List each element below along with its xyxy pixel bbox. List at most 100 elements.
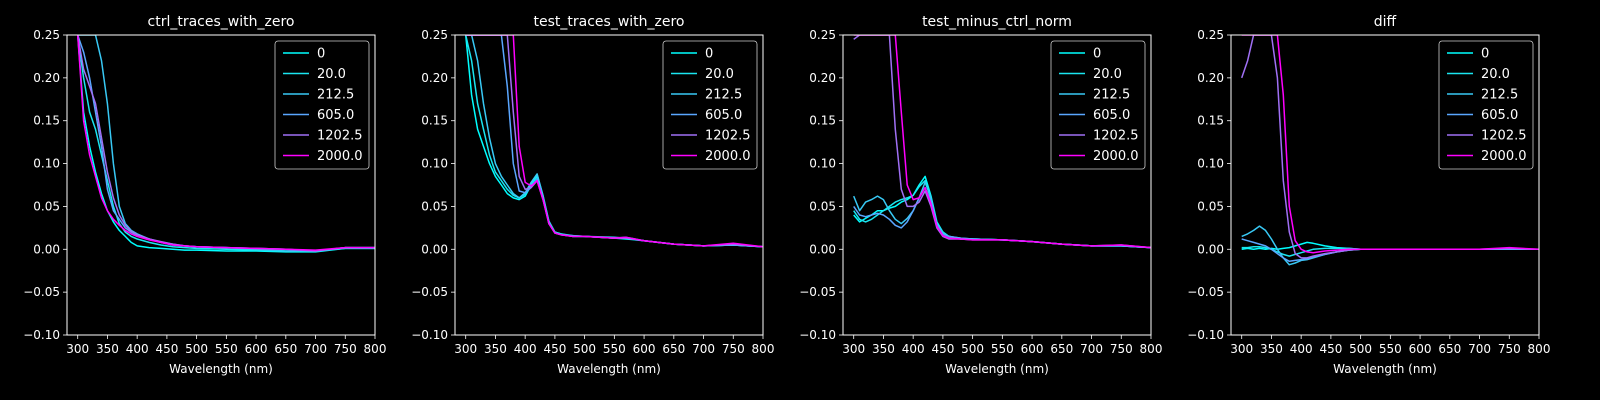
legend-label: 20.0 [1093, 67, 1122, 82]
x-tick-label: 300 [842, 342, 865, 356]
series-line-20-0 [853, 179, 1151, 249]
y-tick-label: 0.10 [809, 157, 836, 171]
chart-title: test_traces_with_zero [534, 14, 685, 30]
chart-title: diff [1374, 14, 1397, 30]
x-axis-label: Wavelength (nm) [557, 362, 661, 376]
legend-label: 605.0 [1093, 108, 1130, 123]
y-tick-label: 0.15 [33, 114, 60, 128]
x-tick-label: 300 [1230, 342, 1253, 356]
x-tick-label: 600 [1409, 342, 1432, 356]
x-tick-label: 400 [1290, 342, 1313, 356]
series-line-2000-0 [465, 35, 763, 248]
y-tick-label: −0.10 [1187, 328, 1224, 342]
x-tick-label: 750 [1110, 342, 1133, 356]
y-tick-label: 0.05 [1197, 199, 1224, 213]
x-tick-label: 450 [931, 342, 954, 356]
legend: 0 20.0 212.5 605.0 1202.5 2000.0 [274, 40, 370, 170]
x-tick-label: 350 [484, 342, 507, 356]
x-tick-label: 400 [514, 342, 537, 356]
y-tick-label: 0.20 [33, 71, 60, 85]
x-tick-label: 350 [96, 342, 119, 356]
x-axis-label: Wavelength (nm) [1333, 362, 1437, 376]
y-tick-label: 0.10 [1197, 157, 1224, 171]
x-tick-label: 800 [1528, 342, 1551, 356]
legend-label: 1202.5 [317, 129, 363, 144]
x-tick-label: 400 [126, 342, 149, 356]
x-tick-label: 450 [155, 342, 178, 356]
x-tick-label: 750 [334, 342, 357, 356]
chart-title: ctrl_traces_with_zero [148, 14, 295, 30]
y-tick-label: 0.25 [33, 28, 60, 42]
axes-frame [1230, 34, 1540, 336]
x-tick-label: 650 [274, 342, 297, 356]
x-tick-label: 600 [1021, 342, 1044, 356]
series-line-2000-0 [1241, 35, 1539, 254]
series-line-2000-0 [853, 35, 1151, 249]
y-tick-label: 0.25 [1197, 28, 1224, 42]
y-tick-label: 0.20 [1197, 71, 1224, 85]
legend-label: 0 [1481, 47, 1489, 62]
x-tick-label: 700 [692, 342, 715, 356]
y-tick-label: 0.20 [809, 71, 836, 85]
series-line-212-5 [853, 181, 1151, 249]
series-lines [1240, 35, 1539, 266]
x-tick-label: 750 [722, 342, 745, 356]
legend-label: 2000.0 [1093, 149, 1139, 164]
x-tick-label: 550 [1379, 342, 1402, 356]
axes-frame [66, 34, 376, 336]
x-tick-label: 550 [991, 342, 1014, 356]
y-tick-label: −0.05 [799, 285, 836, 299]
legend-label: 20.0 [317, 67, 346, 82]
legend-label: 20.0 [1481, 67, 1510, 82]
y-tick-label: 0.10 [33, 157, 60, 171]
y-tick-label: 0.05 [809, 199, 836, 213]
legend-label: 212.5 [1093, 88, 1130, 103]
legend-label: 2000.0 [1481, 149, 1527, 164]
chart-panel-3: test_minus_ctrl_norm 300 350 400 450 500 550 60… [799, 14, 1162, 376]
y-tick-label: 0.15 [1197, 114, 1224, 128]
legend-label: 0 [317, 47, 325, 62]
y-tick-label: −0.05 [411, 285, 448, 299]
y-tick-label: 0.15 [809, 114, 836, 128]
axes-frame [454, 34, 764, 336]
x-tick-label: 350 [1260, 342, 1283, 356]
x-tick-label: 800 [364, 342, 387, 356]
y-tick-label: 0.15 [421, 114, 448, 128]
legend-label: 0 [1093, 47, 1101, 62]
legend-label: 1202.5 [705, 129, 751, 144]
y-tick-label: 0.00 [1197, 242, 1224, 256]
x-axis-label: Wavelength (nm) [945, 362, 1049, 376]
legend-label: 212.5 [705, 88, 742, 103]
x-tick-label: 750 [1498, 342, 1521, 356]
y-tick-label: −0.05 [23, 285, 60, 299]
x-tick-label: 650 [1050, 342, 1073, 356]
series-lines [76, 35, 375, 253]
x-tick-label: 550 [215, 342, 238, 356]
legend-label: 212.5 [317, 88, 354, 103]
legend-label: 605.0 [705, 108, 742, 123]
x-tick-label: 450 [1319, 342, 1342, 356]
legend-label: 1202.5 [1093, 129, 1139, 144]
legend: 0 20.0 212.5 605.0 1202.5 2000.0 [662, 40, 758, 170]
y-tick-label: 0.25 [421, 28, 448, 42]
x-tick-label: 300 [454, 342, 477, 356]
x-tick-label: 500 [1349, 342, 1372, 356]
legend-label: 212.5 [1481, 88, 1518, 103]
y-tick-label: 0.05 [33, 199, 60, 213]
x-tick-label: 600 [245, 342, 268, 356]
legend-label: 605.0 [1481, 108, 1518, 123]
y-tick-label: −0.10 [411, 328, 448, 342]
x-tick-label: 600 [633, 342, 656, 356]
chart-panel-1: ctrl_traces_with_zero 300 350 400 450 500 550 6… [23, 14, 386, 376]
x-tick-label: 500 [185, 342, 208, 356]
y-tick-label: 0.25 [809, 28, 836, 42]
y-tick-label: 0.05 [421, 199, 448, 213]
x-tick-label: 650 [662, 342, 685, 356]
x-tick-label: 300 [66, 342, 89, 356]
x-tick-label: 400 [902, 342, 925, 356]
x-tick-label: 550 [603, 342, 626, 356]
y-tick-label: 0.00 [33, 242, 60, 256]
legend-label: 1202.5 [1481, 129, 1527, 144]
y-tick-label: 0.10 [421, 157, 448, 171]
